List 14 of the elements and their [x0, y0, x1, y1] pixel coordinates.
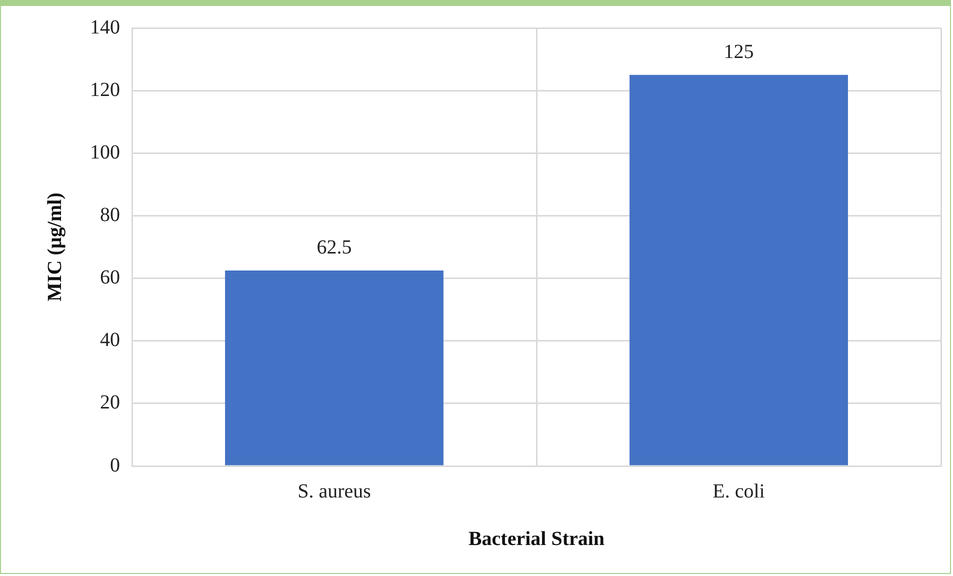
y-tick-label: 120 [90, 78, 120, 101]
y-axis-title: MIC (µg/ml) [44, 192, 66, 302]
x-axis-title: Bacterial Strain [468, 528, 605, 550]
y-tick-label: 80 [100, 204, 120, 226]
x-tick-label: S. aureus [298, 480, 372, 502]
data-label: 62.5 [316, 236, 352, 259]
y-tick-label: 40 [100, 329, 120, 352]
x-tick-label: E. coli [712, 480, 766, 502]
y-tick-label: 140 [90, 16, 120, 38]
y-tick-label: 60 [100, 266, 120, 289]
y-tick-label: 0 [110, 454, 120, 476]
data-label: 125 [724, 41, 754, 64]
y-tick-label: 20 [100, 392, 120, 414]
y-tick-label: 100 [90, 141, 120, 164]
